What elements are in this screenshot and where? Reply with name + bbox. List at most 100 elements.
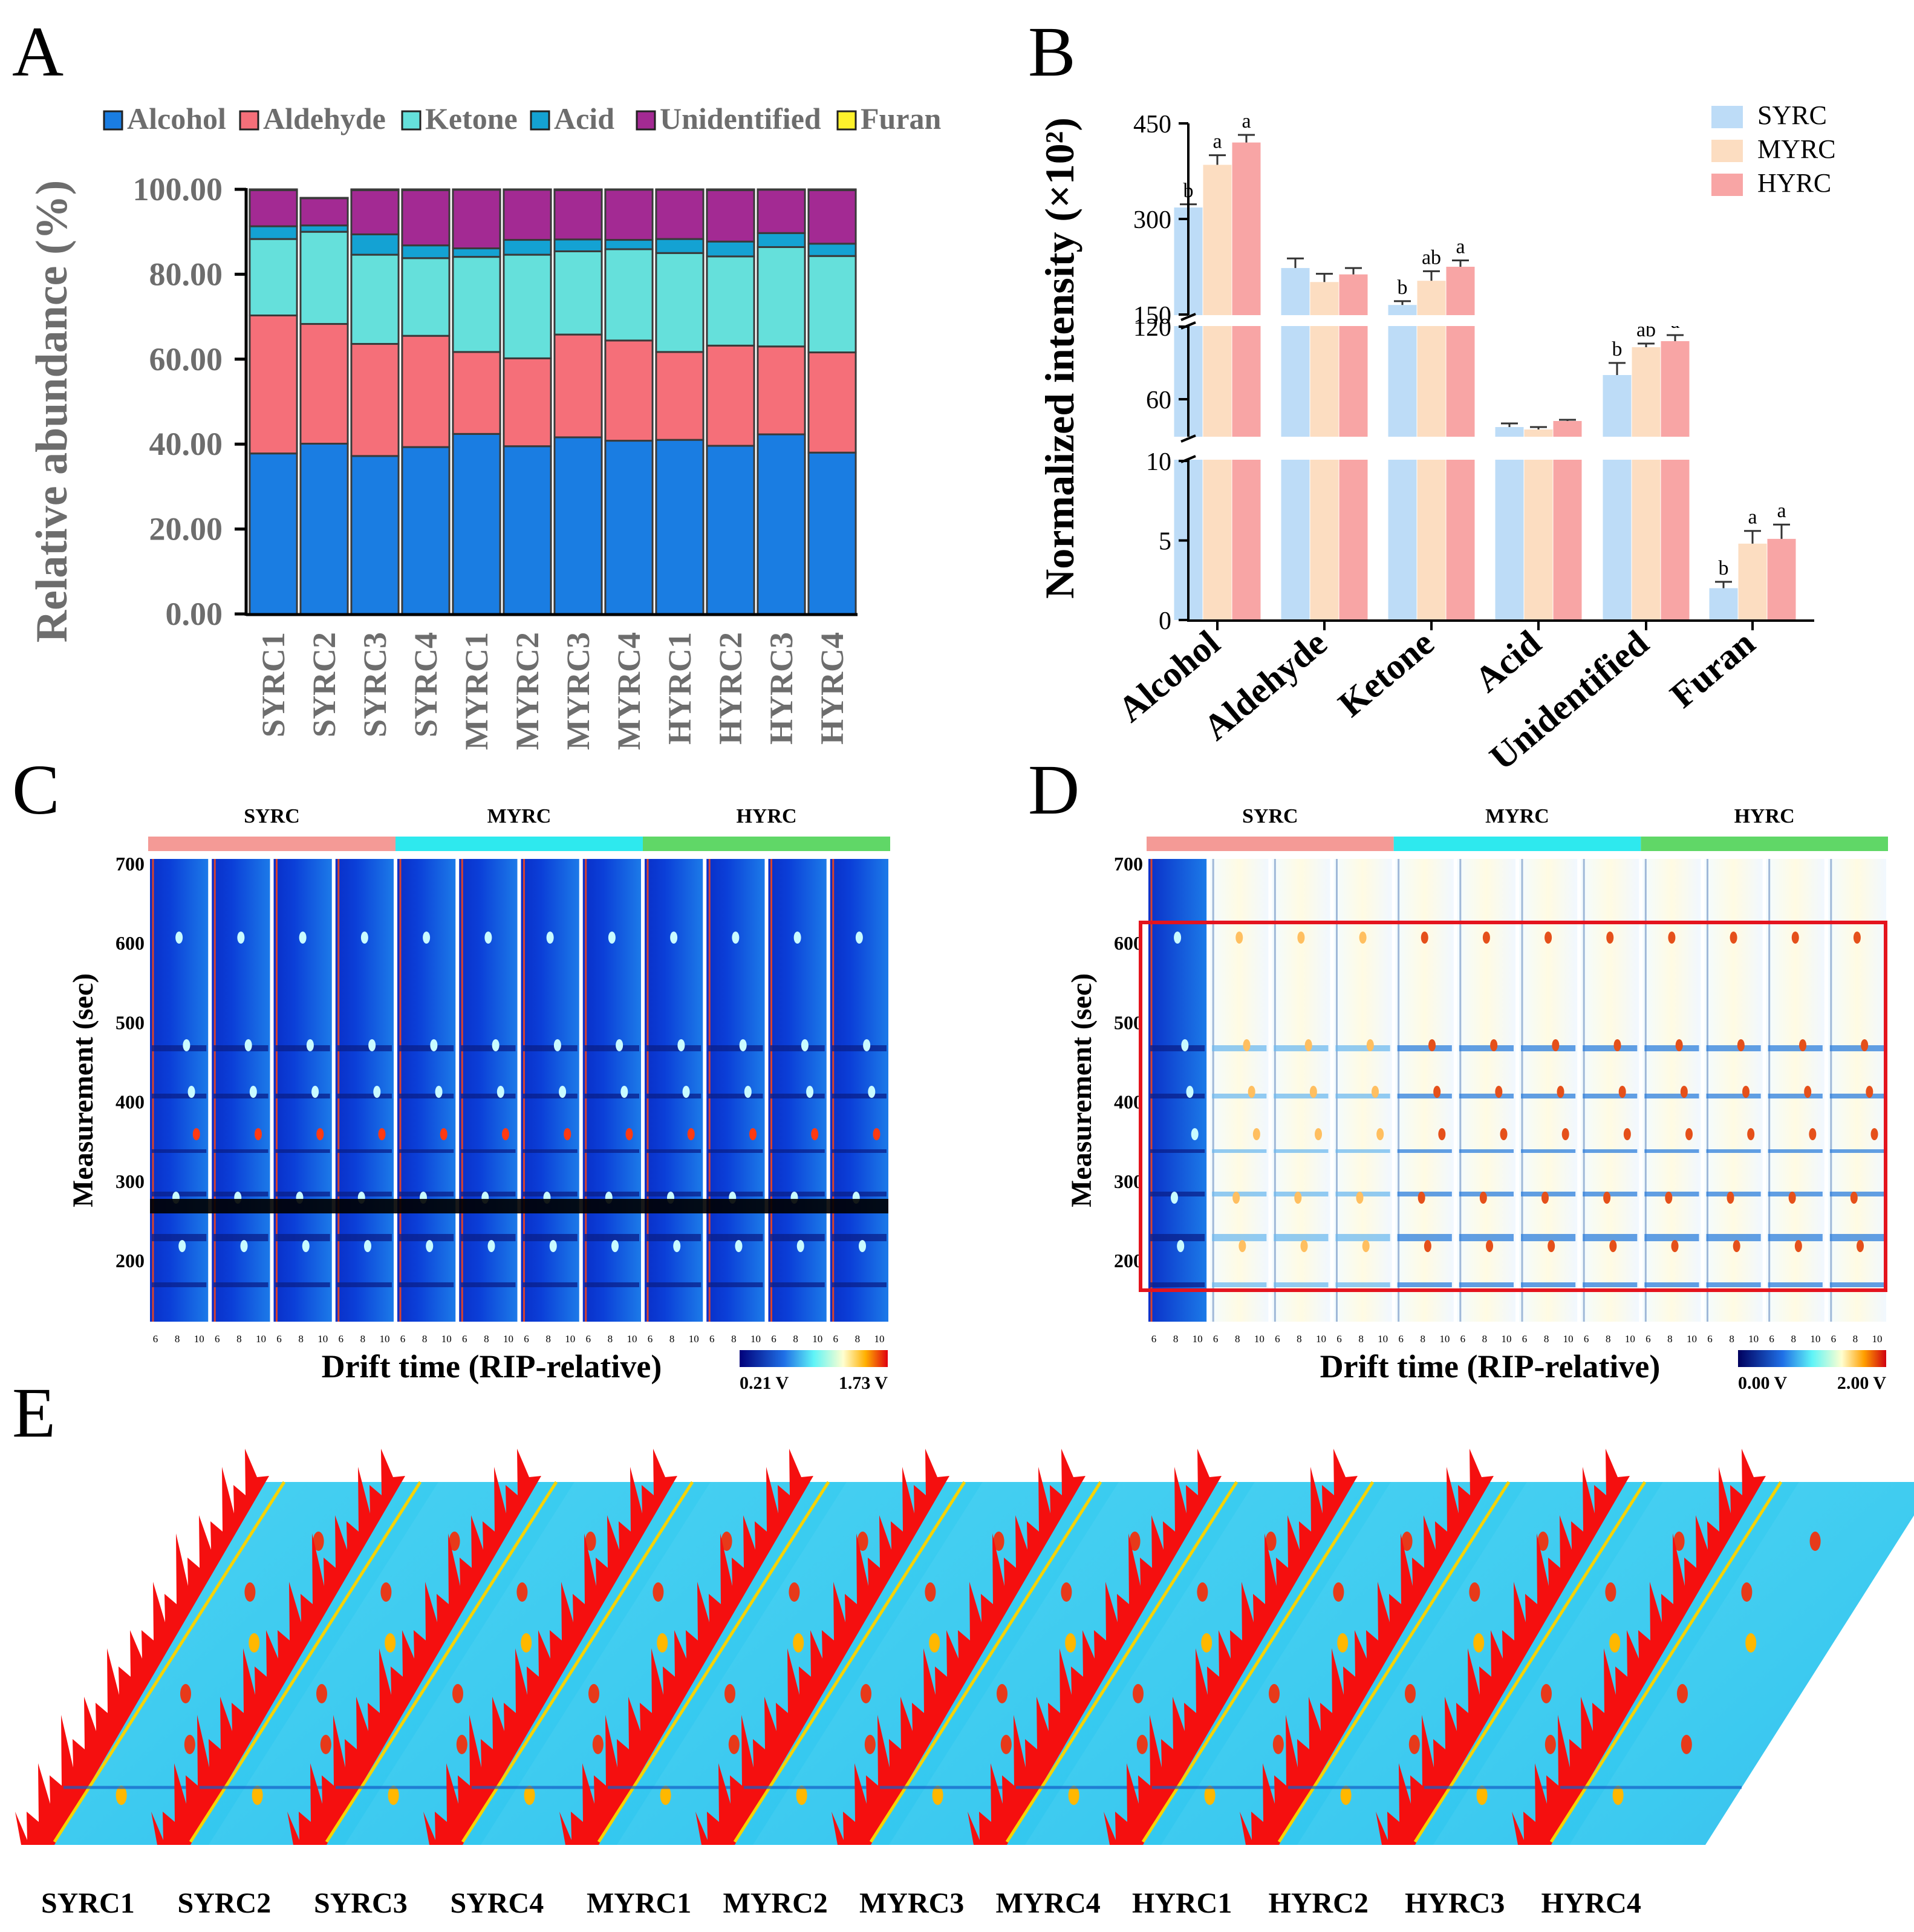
c-spot-9-3 [687,1128,695,1140]
bar-unidentified-hyrc4 [807,189,857,245]
c-xtick-2-0: 6 [215,1333,220,1345]
e-peak-2-0 [252,1786,263,1805]
c-spot-9-1 [677,1039,685,1051]
bar-ketone-syrc3 [350,253,400,345]
bar-myrc-unidentified [1632,347,1661,620]
d-spot-8-4 [1603,1192,1611,1204]
c-spot-11-0 [793,932,801,944]
c-band-11-3 [770,1192,825,1196]
bar-unidentified-syrc4 [401,189,451,247]
d-band-3-0 [1274,1045,1329,1051]
e-ridge-edge-9 [1141,1481,1375,1843]
d-spot-3-5 [1300,1240,1308,1252]
c-band-7-1 [522,1094,578,1098]
e-peak-4-3 [657,1633,668,1653]
d-spot-7-5 [1548,1240,1555,1252]
panel-a-stacked-bar-chart: Alcohol Aldehyde Ketone Acid Unidentified Fur… [27,102,942,750]
e-peak-2-4 [380,1582,392,1602]
c-band-7-0 [522,1045,578,1051]
c-band-5-4 [399,1234,454,1241]
bar-unidentified-myrc4 [604,189,654,241]
legend-swatch-furan [836,110,857,131]
bar-unidentified-hyrc1 [655,189,705,240]
d-spot-12-5 [1857,1240,1864,1252]
d-spot-12-3 [1870,1128,1878,1140]
bar-aldehyde-hyrc2 [706,344,755,447]
d-band-2-5 [1212,1282,1267,1287]
e-peak-12-0 [1612,1786,1624,1805]
bar-aldehyde-myrc3 [553,333,603,439]
e-peak-4-0 [524,1786,535,1805]
bar-myrc-alcohol [1203,165,1232,620]
d-xtick-12-2: 10 [1872,1333,1883,1345]
c-band-1-4 [152,1234,207,1241]
bar-acid-hyrc1 [655,238,705,254]
d-spot-8-0 [1606,932,1614,944]
d-spot-11-3 [1809,1128,1817,1140]
c-spot-8-2 [620,1086,628,1098]
c-band-2-1 [213,1094,269,1098]
c-colorbar [740,1350,888,1367]
d-spot-7-0 [1545,932,1552,944]
d-spot-7-2 [1557,1086,1564,1098]
c-xtick-1-1: 8 [175,1333,180,1345]
c-xtick-11-2: 10 [812,1333,822,1345]
d-xtick-7-1: 8 [1544,1333,1549,1345]
e-peak-9-1 [1272,1735,1284,1754]
x-tick-label-hyrc3: HYRC3 [763,632,799,745]
d-spot-12-1 [1861,1039,1869,1051]
c-spot-9-2 [682,1086,690,1098]
e-peak-10-0 [1340,1786,1352,1805]
c-xtick-1-2: 10 [194,1333,204,1345]
d-spot-10-3 [1747,1128,1755,1140]
bar-hyrc-unidentified [1661,341,1690,620]
bar-unidentified-syrc3 [350,189,400,235]
panel-label-b: B [1028,12,1076,91]
legend-swatch-hyrc [1711,174,1743,196]
panel-a-bars [249,188,857,615]
bar-alcohol-myrc1 [452,432,501,615]
legend-label-unidentified: Unidentified [660,102,821,135]
bar-furan-hyrc1 [655,188,705,191]
d-xtick-9-1: 8 [1667,1333,1673,1345]
c-strip-1 [150,859,209,1322]
d-xtick-1-2: 10 [1193,1333,1203,1345]
c-spot-11-5 [796,1240,804,1252]
legend-swatch-syrc [1711,106,1743,128]
c-spot-1-0 [175,932,183,944]
c-y-axis-label: Measurement (sec) [67,973,99,1207]
d-band-7-3 [1521,1192,1576,1196]
e-peak-9-3 [1337,1633,1349,1653]
bar-alcohol-myrc3 [553,436,603,615]
e-sample-label-syrc3: SYRC3 [314,1887,408,1919]
d-xtick-12-0: 6 [1831,1333,1837,1345]
d-band-1-2 [1150,1149,1205,1153]
d-spot-8-2 [1618,1086,1626,1098]
d-band-8-3 [1583,1192,1638,1196]
c-spot-9-5 [673,1240,681,1252]
d-band-6-3 [1459,1192,1514,1196]
d-xtick-3-0: 6 [1275,1333,1280,1345]
bar-alcohol-syrc1 [249,452,298,615]
d-band-9-1 [1644,1094,1699,1098]
d-spot-1-4 [1170,1192,1178,1204]
d-band-6-4 [1459,1234,1514,1241]
c-band-11-0 [770,1045,825,1051]
c-band-3-5 [275,1282,330,1287]
d-xtick-4-0: 6 [1336,1333,1342,1345]
d-band-2-3 [1212,1192,1267,1196]
e-peak-10-3 [1473,1633,1485,1653]
legend-swatch-aldehyde [239,110,259,131]
d-xtick-2-1: 8 [1235,1333,1240,1345]
d-band-1-3 [1150,1192,1205,1196]
d-spot-1-5 [1177,1240,1185,1252]
e-rip-ridge-3 [287,1449,541,1845]
c-band-1-0 [152,1045,207,1051]
b-y-tick-label-1-1: 120 [1133,314,1171,342]
d-strip-6 [1457,859,1515,1322]
d-xtick-11-0: 6 [1769,1333,1774,1345]
e-sample-label-hyrc1: HYRC1 [1132,1887,1232,1919]
c-band-3-0 [275,1045,330,1051]
b-y-tick-label-0-2: 10 [1146,448,1171,476]
c-band-9-2 [646,1149,701,1153]
